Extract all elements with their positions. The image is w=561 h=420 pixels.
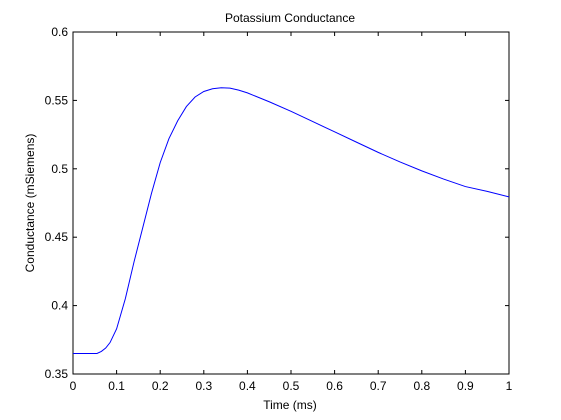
y-tick-label: 0.55 xyxy=(45,93,69,107)
x-tick-label: 0.5 xyxy=(283,379,300,393)
x-tick-label: 0.6 xyxy=(326,379,343,393)
x-tick-label: 0.8 xyxy=(413,379,430,393)
x-tick-label: 0.4 xyxy=(239,379,256,393)
plot-area xyxy=(72,31,510,375)
x-axis-label: Time (ms) xyxy=(263,398,317,412)
x-tick-labels: 0 0.1 0.2 0.3 0.4 0.5 0.6 0.7 0.8 0.9 1 xyxy=(70,379,513,393)
y-tick-label: 0.6 xyxy=(51,25,68,39)
x-tick-label: 0 xyxy=(70,379,77,393)
y-ticks xyxy=(73,31,509,375)
x-tick-label: 0.3 xyxy=(195,379,212,393)
x-tick-label: 1 xyxy=(506,379,513,393)
x-tick-label: 0.7 xyxy=(370,379,387,393)
x-ticks xyxy=(72,32,510,374)
y-tick-label: 0.5 xyxy=(51,162,68,176)
y-tick-label: 0.4 xyxy=(51,299,68,313)
series-line xyxy=(73,87,510,354)
chart-title: Potassium Conductance xyxy=(225,11,355,25)
x-tick-label: 0.2 xyxy=(152,379,169,393)
x-tick-label: 0.1 xyxy=(108,379,125,393)
y-tick-labels: 0.35 0.4 0.45 0.5 0.55 0.6 xyxy=(45,25,69,381)
x-tick-label: 0.9 xyxy=(457,379,474,393)
y-tick-label: 0.45 xyxy=(45,230,69,244)
y-tick-label: 0.35 xyxy=(45,367,69,381)
y-axis-label: Conductance (mSiemens) xyxy=(23,134,37,273)
